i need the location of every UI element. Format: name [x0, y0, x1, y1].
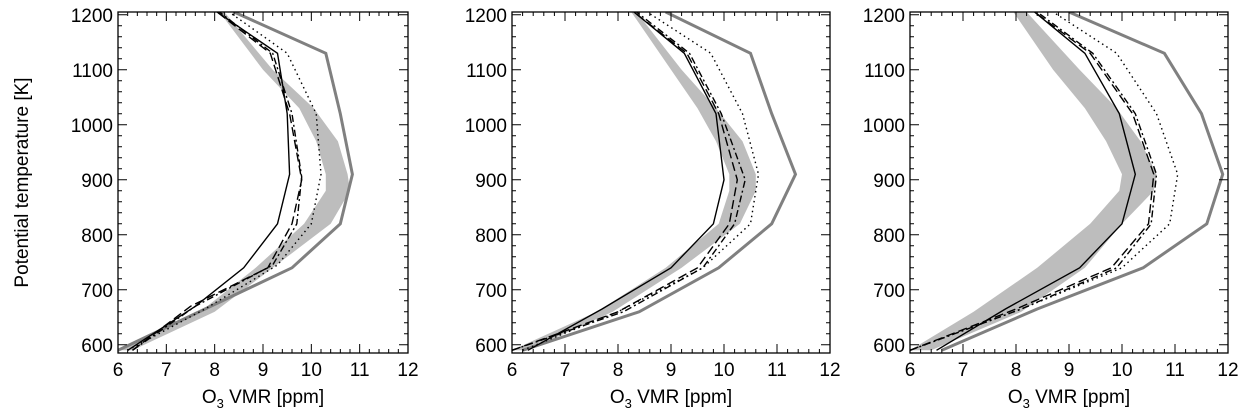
x-tick-label: 11: [767, 360, 787, 381]
x-tick-label: 9: [258, 360, 269, 381]
chart-panel-3: 6 7 8 9 10 11 12 600 700 800 900 1000 1100 1200 O3 VMR…: [863, 6, 1239, 411]
y-tick-label: 900: [873, 171, 905, 192]
x-tick-label: 7: [161, 360, 172, 381]
x-tick-label: 7: [958, 360, 969, 381]
y-tick-label: 1100: [72, 61, 113, 82]
x-axis-label: O3 VMR [ppm]: [202, 387, 324, 411]
model-line-dashed: [910, 12, 1155, 351]
reference-line: [941, 12, 1225, 352]
y-axis-label: Potential temperature [K]: [12, 77, 33, 287]
chart-panel-1: 6 7 8 9 10 11 12 600 700 800 900 1000 1100 1200 O3 VMR…: [12, 6, 419, 411]
plot-area: [512, 12, 798, 352]
x-tick-label: 12: [819, 360, 840, 381]
model-line-solid: [527, 12, 725, 351]
x-axis-label: O3 VMR [ppm]: [1008, 387, 1130, 411]
spread-band: [512, 12, 756, 351]
x-tick-label: 11: [350, 360, 370, 381]
y-tick-label: 1000: [465, 116, 507, 137]
y-tick-label: 700: [81, 281, 113, 302]
x-tick-label: 9: [1064, 360, 1075, 381]
plot-area: [910, 12, 1225, 352]
y-tick-label: 1200: [863, 6, 905, 27]
x-tick-label: 9: [666, 360, 677, 381]
y-tick-label: 900: [475, 171, 507, 192]
model-line-solid: [127, 12, 291, 351]
y-tick-label: 800: [873, 226, 905, 247]
y-tick-label: 1000: [71, 116, 113, 137]
x-tick-label: 7: [560, 360, 571, 381]
reference-line: [118, 12, 354, 352]
plot-area: [118, 12, 354, 352]
model-line-solid: [936, 12, 1137, 351]
y-tick-label: 800: [81, 226, 113, 247]
x-tick-label: 10: [713, 360, 734, 381]
x-tick-label: 10: [301, 360, 322, 381]
y-tick-label: 1000: [863, 116, 905, 137]
y-tick-label: 600: [81, 336, 113, 357]
y-tick-label: 700: [873, 281, 905, 302]
y-tick-label: 1100: [864, 61, 905, 82]
x-axis-label: O3 VMR [ppm]: [610, 387, 732, 411]
x-tick-label: 8: [209, 360, 220, 381]
x-tick-label: 12: [1217, 360, 1238, 381]
x-tick-label: 12: [397, 360, 418, 381]
x-tick-label: 10: [1111, 360, 1132, 381]
x-tick-label: 8: [1011, 360, 1022, 381]
x-tick-label: 8: [613, 360, 624, 381]
y-tick-label: 700: [475, 281, 507, 302]
model-line-dashdot: [512, 12, 746, 351]
y-tick-label: 800: [475, 226, 507, 247]
y-tick-label: 900: [81, 171, 113, 192]
y-tick-label: 600: [873, 336, 905, 357]
spread-band: [118, 12, 350, 351]
y-tick-label: 1100: [466, 61, 507, 82]
y-tick-label: 600: [475, 336, 507, 357]
y-tick-label: 1200: [71, 6, 113, 27]
x-tick-label: 11: [1165, 360, 1185, 381]
y-tick-label: 1200: [465, 6, 507, 27]
spread-band: [910, 12, 1157, 351]
x-tick-label: 6: [507, 360, 518, 381]
x-tick-label: 6: [113, 360, 124, 381]
model-line-dashdot: [132, 12, 303, 351]
model-line-dashed: [512, 12, 739, 351]
chart-panel-2: 6 7 8 9 10 11 12 600 700 800 900 1000 1100 1200 O3 VMR…: [465, 6, 841, 411]
reference-line: [522, 12, 798, 352]
x-tick-label: 6: [905, 360, 916, 381]
model-line-dotted: [127, 12, 322, 351]
